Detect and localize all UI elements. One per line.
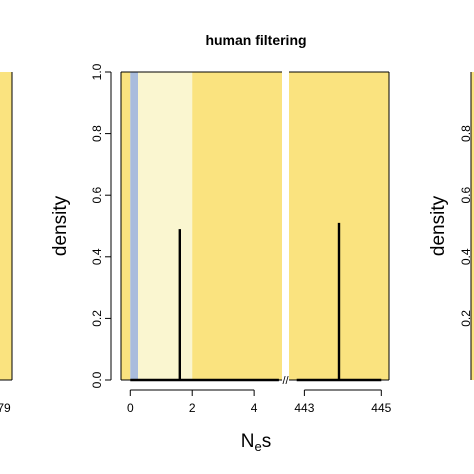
chart-title: human filtering	[205, 32, 306, 48]
y-tick-label-4: 0.8	[90, 125, 104, 142]
right-panel-y-axis-label: density	[428, 195, 449, 256]
x-axis-label-subscript: e	[255, 439, 262, 454]
y-tick-label-1: 0.2	[90, 310, 104, 327]
x-axis-label: Nes	[241, 431, 271, 454]
x-tick-label-0-2: 4	[251, 401, 258, 415]
band-3	[192, 72, 282, 380]
right-y-tick-label-0: 0.2	[459, 310, 473, 327]
left-panel-background	[0, 72, 12, 380]
x-tick-label-1-1: 445	[371, 401, 391, 415]
plot-background-bands	[121, 72, 389, 380]
x-tick-label-0-0: 0	[127, 401, 134, 415]
y-tick-label-2: 0.4	[90, 248, 104, 265]
x-axis-label-main: N	[241, 431, 255, 452]
axis-break-marker: //	[282, 375, 289, 387]
band-0	[121, 72, 131, 380]
x-axis-label-tail: s	[262, 431, 272, 452]
right-y-tick-label-2: 0.6	[459, 187, 473, 204]
left-partial-panel: 79	[0, 72, 13, 415]
right-partial-panel: density 0.2 0.4 0.6 0.8	[428, 72, 474, 380]
y-axis-label: density	[50, 195, 71, 256]
left-panel-x-tick-label: 79	[0, 401, 11, 415]
right-y-tick-label-1: 0.4	[459, 248, 473, 265]
right-y-tick-label-3: 0.8	[459, 125, 473, 142]
y-tick-label-5: 1.0	[90, 63, 104, 80]
y-tick-label-0: 0.0	[90, 371, 104, 388]
band-2	[138, 72, 193, 380]
y-tick-label-3: 0.6	[90, 187, 104, 204]
right-panel-y-ticks: 0.2 0.4 0.6 0.8	[459, 125, 473, 327]
x-tick-label-1-0: 443	[294, 401, 314, 415]
band-1	[130, 72, 139, 380]
axis-break-gap	[283, 372, 288, 388]
x-tick-label-0-1: 2	[189, 401, 196, 415]
axes: 0.0 0.2 0.4 0.6 0.8 1.0 0 2 4 443 445 //	[90, 63, 392, 415]
right-panel-background	[471, 72, 474, 380]
